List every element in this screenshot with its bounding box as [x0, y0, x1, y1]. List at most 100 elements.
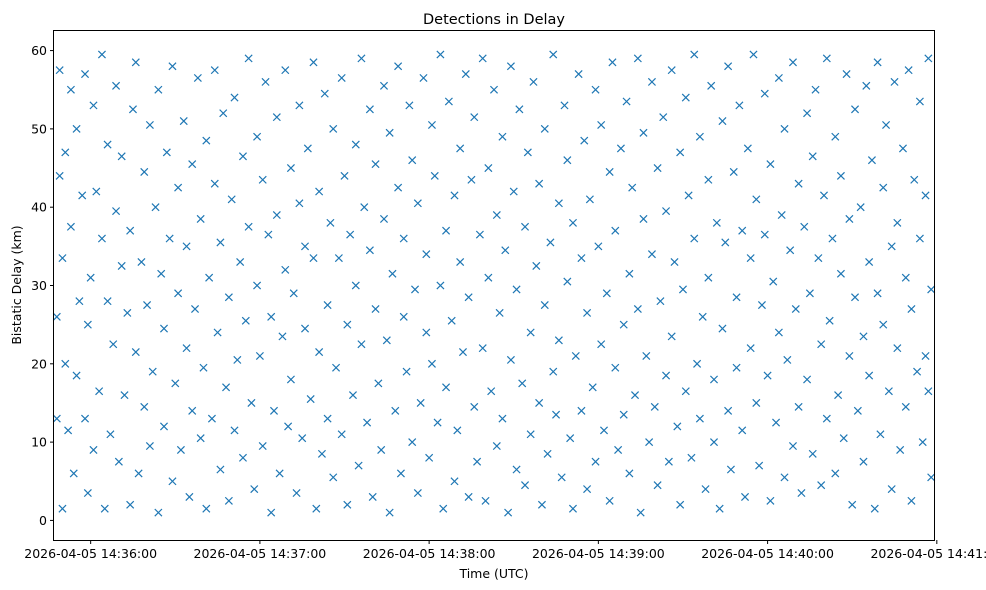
data-point: [546, 238, 555, 247]
data-point: [241, 316, 250, 325]
data-point: [755, 461, 764, 470]
data-point: [86, 273, 95, 282]
data-point: [851, 105, 860, 114]
data-point: [379, 214, 389, 223]
x-tick-label: 2026-04-05 14:38:00: [363, 546, 496, 561]
x-tick-label: 2026-04-05 14:39:00: [532, 546, 665, 561]
data-point: [560, 101, 569, 110]
data-point: [910, 175, 919, 184]
data-point: [791, 304, 800, 314]
data-point: [66, 85, 75, 94]
data-point: [887, 242, 896, 251]
data-point: [729, 167, 738, 176]
data-point: [269, 406, 279, 415]
data-point: [862, 81, 871, 90]
data-point: [568, 504, 577, 513]
data-point: [698, 312, 707, 321]
data-point: [391, 406, 400, 415]
data-point: [329, 473, 338, 482]
data-point: [825, 316, 834, 325]
data-point: [250, 485, 259, 494]
data-point: [66, 222, 75, 231]
data-point: [836, 269, 845, 278]
data-point: [83, 320, 92, 329]
data-point: [292, 488, 301, 498]
data-point: [171, 379, 180, 388]
data-point: [540, 301, 549, 310]
data-point: [554, 199, 563, 208]
data-point: [343, 500, 352, 509]
y-tick-label: 40: [31, 200, 47, 215]
data-point: [145, 120, 154, 129]
data-point: [650, 402, 659, 411]
data-point: [55, 171, 64, 180]
data-point: [140, 402, 149, 411]
data-point: [927, 285, 936, 294]
data-point: [385, 508, 394, 517]
data-point: [800, 222, 809, 231]
data-point: [320, 89, 329, 98]
data-point: [371, 304, 380, 314]
data-point: [236, 257, 245, 267]
data-point: [659, 113, 668, 122]
data-point: [154, 85, 163, 94]
data-point: [295, 101, 304, 110]
data-point: [374, 379, 383, 388]
data-point: [738, 226, 747, 235]
data-point: [803, 375, 812, 384]
data-point: [408, 156, 417, 165]
data-point: [529, 77, 538, 86]
data-point: [780, 473, 789, 482]
data-point: [907, 496, 916, 505]
data-point: [585, 195, 594, 204]
data-point: [788, 442, 797, 451]
data-point: [303, 144, 312, 153]
data-point: [134, 469, 143, 478]
data-point: [540, 124, 549, 133]
data-point: [915, 97, 924, 106]
data-point: [760, 230, 769, 239]
data-point: [788, 58, 797, 67]
data-point: [365, 246, 374, 255]
data-point: [828, 234, 837, 243]
data-point: [766, 496, 775, 505]
data-point: [405, 101, 414, 110]
data-point: [137, 257, 146, 267]
data-point: [425, 453, 434, 462]
data-point: [261, 77, 270, 86]
data-point: [639, 214, 648, 223]
data-point: [817, 340, 826, 349]
data-point: [851, 293, 860, 302]
data-point: [887, 485, 896, 494]
data-point: [797, 488, 806, 498]
data-point: [918, 438, 927, 447]
data-point: [348, 391, 357, 400]
data-point: [128, 105, 137, 114]
data-point: [456, 144, 465, 153]
data-point: [512, 285, 521, 294]
data-point: [653, 164, 662, 173]
data-point: [667, 332, 676, 341]
data-point: [501, 246, 510, 255]
data-point: [439, 504, 448, 513]
data-point: [597, 340, 606, 349]
data-point: [75, 297, 84, 306]
x-tick-label: 2026-04-05 14:36:00: [24, 546, 157, 561]
data-point: [272, 113, 281, 122]
data-point: [442, 226, 451, 235]
data-point: [337, 430, 346, 439]
data-point: [346, 230, 355, 239]
data-point: [492, 210, 501, 220]
data-point: [568, 218, 577, 227]
data-point: [97, 234, 106, 243]
data-point: [182, 344, 191, 353]
data-point: [701, 485, 710, 494]
data-point: [473, 457, 482, 466]
data-point: [774, 328, 783, 337]
data-point: [112, 207, 121, 216]
data-point: [456, 257, 465, 267]
data-point: [512, 465, 521, 474]
data-point: [625, 269, 634, 278]
data-point: [783, 355, 792, 364]
y-tick-label: 10: [31, 435, 47, 450]
